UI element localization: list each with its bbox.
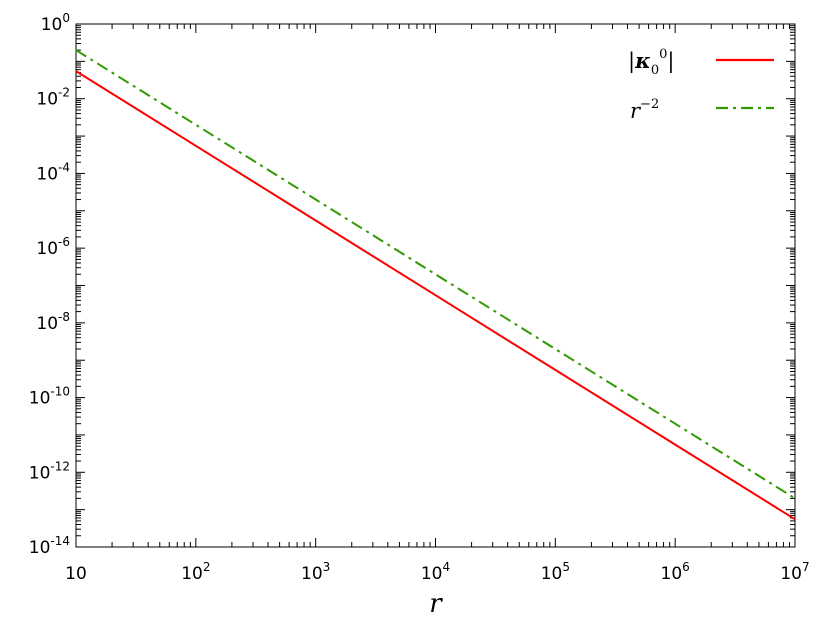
x-tick-label: 105 xyxy=(541,560,570,584)
x-tick-label: 106 xyxy=(661,560,690,584)
legend: |κ00| r−2 xyxy=(628,47,774,123)
x-axis-label: r xyxy=(429,589,443,619)
y-tick-label: 100 xyxy=(41,11,70,35)
y-tick-label: 10-2 xyxy=(36,86,70,110)
x-axis: 10 102 103 104 105 106 107 xyxy=(65,24,810,584)
legend-entry-kappa: |κ00| xyxy=(628,47,774,78)
plot-area xyxy=(75,23,796,548)
x-tick-label: 103 xyxy=(301,560,330,584)
y-tick-label: 10-12 xyxy=(29,459,70,483)
series-line-1 xyxy=(75,49,796,500)
y-tick-label: 10-10 xyxy=(29,385,70,409)
legend-label-kappa: |κ00| xyxy=(628,47,674,78)
x-tick-label: 10 xyxy=(65,564,87,584)
plot-border xyxy=(75,23,796,548)
x-tick-label: 107 xyxy=(780,560,809,584)
x-tick-label: 102 xyxy=(181,560,210,584)
legend-label-r-minus-2: r−2 xyxy=(630,97,659,123)
y-tick-label: 10-14 xyxy=(29,534,70,558)
series-layer xyxy=(75,49,796,521)
series-line-0 xyxy=(75,70,796,521)
y-tick-label: 10-8 xyxy=(36,310,70,334)
y-axis: 100 10-2 10-4 10-6 10-8 10-10 10-12 10-14 xyxy=(29,11,795,558)
y-tick-label: 10-4 xyxy=(36,160,70,184)
x-tick-label: 104 xyxy=(421,560,450,584)
legend-entry-r-minus-2: r−2 xyxy=(630,97,774,123)
y-tick-label: 10-6 xyxy=(36,235,70,259)
